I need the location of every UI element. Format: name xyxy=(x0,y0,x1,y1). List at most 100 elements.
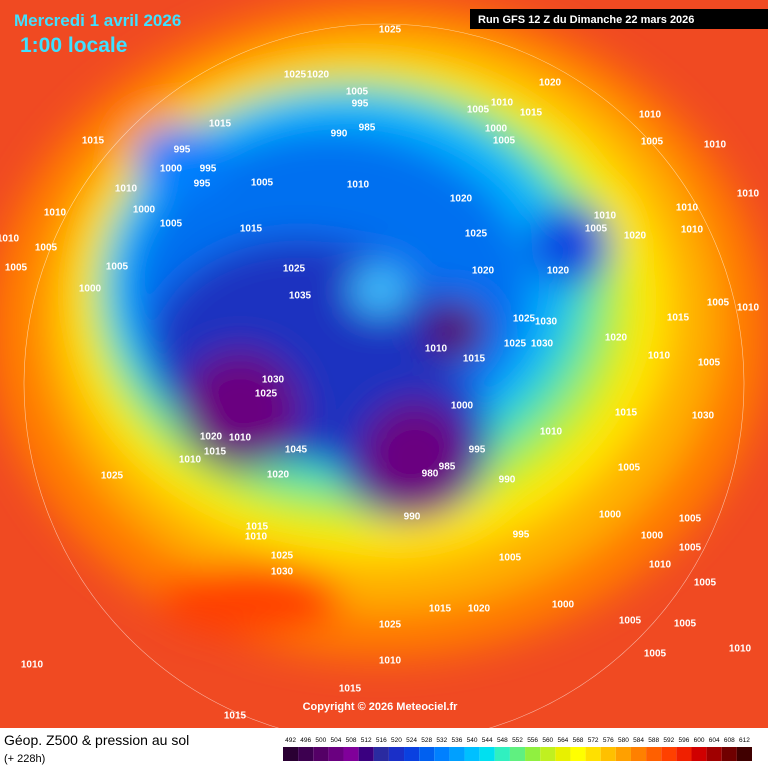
z500-field xyxy=(0,0,768,728)
isobar-label: 1025 xyxy=(379,25,402,36)
scale-swatch xyxy=(358,747,374,761)
isobar-label: 985 xyxy=(359,123,376,134)
isobar-label: 1010 xyxy=(0,234,20,245)
scale-label: 540 xyxy=(467,737,478,744)
isobar-label: 1015 xyxy=(339,684,362,695)
scale-swatch xyxy=(736,747,752,761)
isobar-label: 1005 xyxy=(698,358,721,369)
scale-label: 612 xyxy=(739,737,750,744)
isobar-label: 1020 xyxy=(624,231,647,242)
isobar-label: 1015 xyxy=(82,136,105,147)
isobar-label: 995 xyxy=(200,164,217,175)
scale-label: 604 xyxy=(709,737,720,744)
isobar-label: 1005 xyxy=(679,543,702,554)
isobar-label: 1005 xyxy=(35,243,58,254)
scale-swatch xyxy=(585,747,601,761)
isobar-label: 1000 xyxy=(552,600,575,611)
isobar-label: 1005 xyxy=(641,137,664,148)
isobar-label: 1000 xyxy=(641,531,664,542)
scale-label: 508 xyxy=(346,737,357,744)
isobar-label: 1010 xyxy=(648,351,671,362)
isobar-label: 1030 xyxy=(271,567,294,578)
scale-label: 548 xyxy=(497,737,508,744)
color-scale: 492 496 500 504 508 512 516 520 524 528 532 536 540 5… xyxy=(283,737,752,761)
isobar-label: 995 xyxy=(513,530,530,541)
isobar-label: 1025 xyxy=(255,389,278,400)
isobar-label: 1005 xyxy=(251,178,274,189)
isobar-label: 1025 xyxy=(271,551,294,562)
isobar-label: 990 xyxy=(499,475,516,486)
scale-swatch xyxy=(449,747,465,761)
isobar-label: 1005 xyxy=(679,514,702,525)
isobar-label: 1030 xyxy=(262,375,285,386)
scale-swatch xyxy=(509,747,526,761)
isobar-label: 1005 xyxy=(707,298,730,309)
isobar-label: 1015 xyxy=(224,711,247,722)
scale-label: 524 xyxy=(406,737,417,744)
scale-label: 532 xyxy=(436,737,447,744)
scale-label: 560 xyxy=(542,737,553,744)
isobar-label: 1010 xyxy=(179,455,202,466)
scale-swatch xyxy=(615,747,631,761)
scale-swatch xyxy=(630,747,647,761)
isobar-label: 1010 xyxy=(704,140,727,151)
scale-swatch xyxy=(328,747,344,761)
isobar-label: 1020 xyxy=(472,266,495,277)
scale-label: 492 xyxy=(285,737,296,744)
isobar-label: 995 xyxy=(352,99,369,110)
scale-label: 592 xyxy=(663,737,674,744)
isobar-label: 1020 xyxy=(605,333,628,344)
isobar-label: 1045 xyxy=(285,445,308,456)
scale-swatch xyxy=(525,747,541,761)
isobar-label: 1010 xyxy=(425,344,448,355)
isobar-label: 1015 xyxy=(667,313,690,324)
isobar-label: 1020 xyxy=(539,78,562,89)
scale-swatch xyxy=(464,747,480,761)
scale-label: 556 xyxy=(527,737,538,744)
scale-label: 512 xyxy=(361,737,372,744)
isobar-label: 995 xyxy=(469,445,486,456)
scale-swatch xyxy=(388,747,405,761)
isobar-label: 1020 xyxy=(468,604,491,615)
scale-swatch xyxy=(600,747,616,761)
isobar-label: 1015 xyxy=(615,408,638,419)
scale-label: 580 xyxy=(618,737,629,744)
isobar-label: 995 xyxy=(194,179,211,190)
caption-lead: (+ 228h) xyxy=(4,753,45,765)
isobar-label: 1005 xyxy=(160,219,183,230)
scale-label: 536 xyxy=(452,737,463,744)
isobar-label: 1025 xyxy=(513,314,536,325)
scale-swatch xyxy=(479,747,495,761)
scale-swatch xyxy=(343,747,359,761)
isobar-label: 985 xyxy=(439,462,456,473)
scale-label: 504 xyxy=(331,737,342,744)
scale-label: 496 xyxy=(300,737,311,744)
isobar-label: 1020 xyxy=(307,70,330,81)
run: Run GFS 12 Z du Dimanche 22 mars 2026 xyxy=(478,14,694,26)
scale-swatch xyxy=(404,747,420,761)
scale-swatch xyxy=(676,747,692,761)
isobar-label: 1015 xyxy=(520,108,543,119)
isobar-label: 1020 xyxy=(450,194,473,205)
isobar-label: 1010 xyxy=(737,303,760,314)
isobar-label: 1010 xyxy=(594,211,617,222)
scale-swatch xyxy=(494,747,510,761)
scale-swatch xyxy=(661,747,677,761)
isobar-label: 1020 xyxy=(267,470,290,481)
scale-swatch xyxy=(646,747,662,761)
scale-label: 600 xyxy=(694,737,705,744)
isobar-label: 1010 xyxy=(229,433,252,444)
scale-label: 568 xyxy=(573,737,584,744)
isobar-label: 1000 xyxy=(599,510,622,521)
scale-swatch xyxy=(570,747,586,761)
isobar-label: 1005 xyxy=(106,262,129,273)
caption-title: Géop. Z500 & pression au sol xyxy=(4,732,189,748)
scale-swatch xyxy=(419,747,435,761)
scale-label: 576 xyxy=(603,737,614,744)
scale-label: 588 xyxy=(648,737,659,744)
isobar-label: 1005 xyxy=(694,578,717,589)
isobar-label: 1025 xyxy=(504,339,527,350)
isobar-label: 1025 xyxy=(465,229,488,240)
isobar-label: 1010 xyxy=(639,110,662,121)
